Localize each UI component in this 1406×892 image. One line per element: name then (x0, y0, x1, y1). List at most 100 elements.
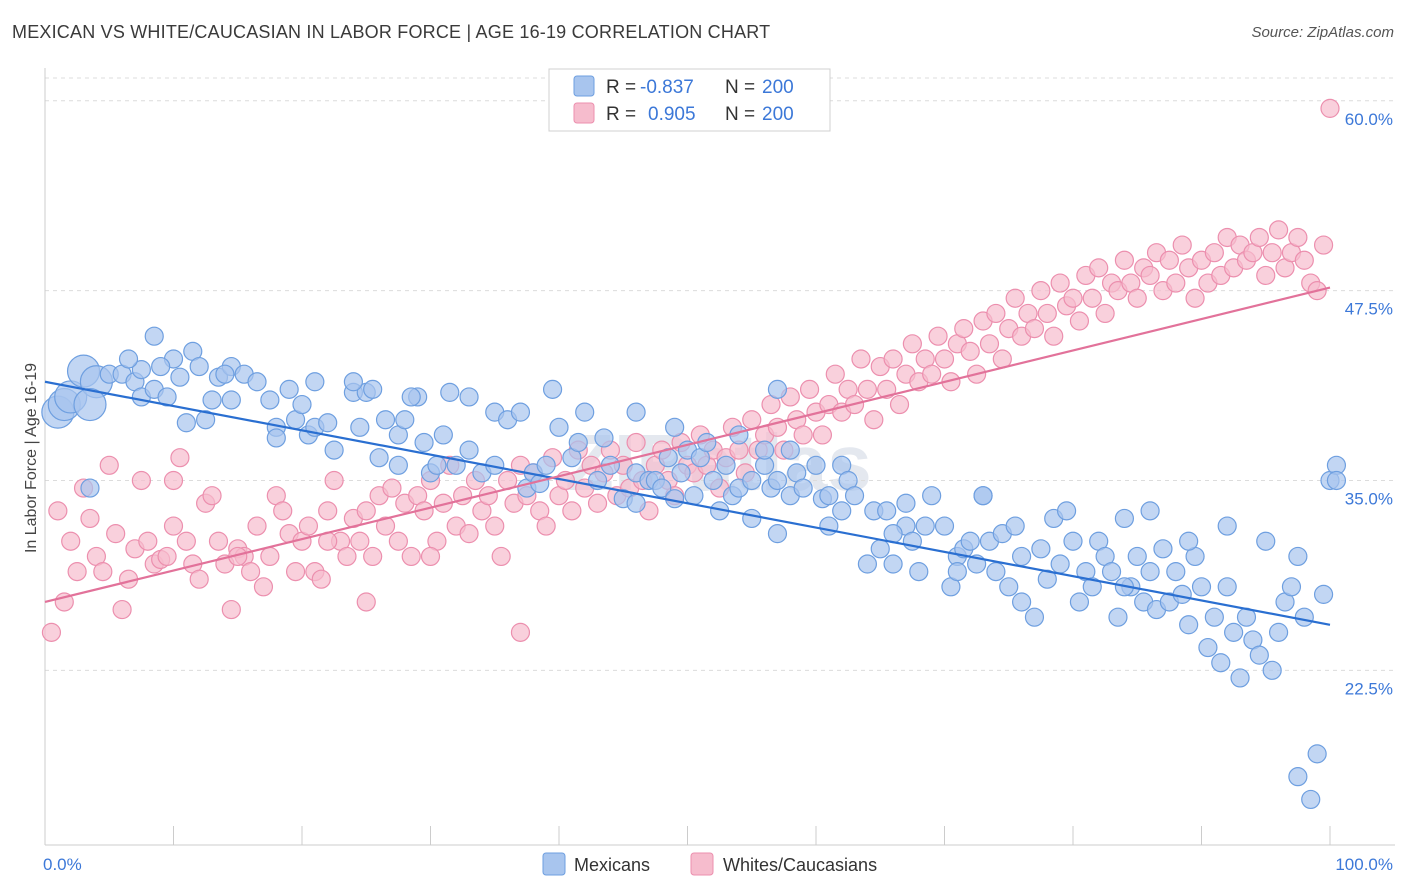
point-mexicans-182 (151, 356, 171, 377)
point-whites-138 (928, 326, 948, 346)
point-mexicans-132 (1082, 577, 1102, 597)
point-whites-153 (1024, 319, 1045, 339)
point-mexicans-135 (1101, 562, 1122, 582)
point-mexicans-79 (684, 486, 704, 506)
point-mexicans-150 (1198, 637, 1218, 658)
point-whites-54 (388, 531, 408, 551)
point-mexicans-171 (1326, 470, 1347, 491)
legend-r-label-1: R = (606, 77, 636, 98)
point-mexicans-129 (1063, 531, 1083, 551)
point-mexicans-167 (1307, 744, 1327, 764)
bottom-legend-label-mexicans: Mexicans (574, 855, 650, 875)
point-mexicans-146 (1172, 584, 1192, 604)
bottom-legend-swatch-mexicans (542, 852, 566, 876)
point-mexicans-43 (388, 455, 408, 475)
point-mexicans-200 (73, 387, 107, 422)
point-whites-169 (1127, 288, 1147, 308)
point-whites-128 (864, 410, 884, 430)
point-mexicans-108 (909, 562, 929, 582)
point-mexicans-143 (1153, 539, 1173, 559)
point-whites-10 (106, 524, 126, 544)
point-mexicans-166 (1301, 789, 1321, 810)
point-whites-200 (510, 622, 531, 642)
point-whites-190 (1262, 243, 1282, 263)
point-whites-131 (883, 349, 903, 369)
point-mexicans-91 (767, 470, 788, 491)
point-whites-56 (401, 546, 421, 567)
point-mexicans-192 (1288, 546, 1308, 567)
point-mexicans-183 (118, 349, 139, 369)
series-mexicans-points (41, 326, 1347, 810)
point-mexicans-191 (1217, 516, 1237, 536)
point-mexicans-41 (375, 410, 396, 430)
point-mexicans-14 (170, 367, 190, 387)
point-mexicans-153 (1217, 577, 1237, 597)
point-whites-118 (799, 379, 820, 399)
point-mexicans-74 (652, 478, 672, 498)
point-mexicans-39 (363, 379, 383, 399)
legend-r-label-2: R = (606, 104, 636, 125)
point-mexicans-34 (318, 413, 338, 433)
point-mexicans-139 (1127, 546, 1147, 567)
y-axis-label: In Labor Force | Age 16-19 (23, 363, 40, 553)
point-mexicans-193 (1179, 531, 1199, 551)
point-whites-25 (202, 486, 222, 506)
point-whites-69 (485, 516, 505, 536)
point-whites-205 (163, 470, 184, 491)
point-mexicans-103 (870, 539, 890, 559)
point-whites-43 (318, 501, 338, 521)
point-whites-81 (562, 501, 582, 521)
point-mexicans-81 (703, 470, 723, 491)
point-mexicans-185 (754, 440, 775, 460)
bottom-legend-swatch-whites (690, 852, 714, 876)
point-mexicans-121 (999, 577, 1019, 597)
point-whites-31 (241, 562, 261, 582)
point-whites-48 (350, 531, 370, 551)
point-mexicans-49 (433, 425, 453, 445)
point-mexicans-196 (947, 562, 967, 582)
point-mexicans-154 (1224, 622, 1244, 642)
point-mexicans-130 (1069, 592, 1090, 612)
point-mexicans-175 (626, 402, 646, 422)
point-mexicans-62 (549, 417, 569, 437)
point-mexicans-122 (1005, 516, 1025, 536)
point-mexicans-123 (1011, 546, 1032, 567)
legend-n-value-1: 200 (762, 77, 794, 98)
point-mexicans-52 (459, 440, 479, 460)
point-whites-127 (857, 379, 878, 399)
point-whites-14 (131, 470, 151, 491)
point-whites-38 (285, 562, 306, 582)
point-whites-23 (189, 569, 209, 589)
point-mexicans-111 (934, 516, 955, 536)
point-whites-139 (934, 349, 955, 369)
point-whites-52 (375, 516, 396, 536)
point-mexicans-155 (1230, 668, 1250, 688)
point-mexicans-195 (1011, 592, 1032, 612)
legend-r-value-2: 0.905 (648, 104, 696, 125)
point-mexicans-172 (767, 379, 788, 399)
point-whites-181 (1204, 243, 1224, 263)
legend-r-value-1: -0.837 (640, 77, 694, 98)
top-legend: R = -0.837 N = 200 R = 0.905 N = 200 (548, 68, 831, 132)
point-whites-109 (742, 410, 762, 430)
point-mexicans-27 (266, 428, 286, 448)
point-mexicans-12 (144, 326, 164, 346)
point-mexicans-4 (80, 478, 100, 498)
legend-n-label-1: N = (725, 77, 755, 98)
point-whites-122 (825, 364, 845, 384)
point-mexicans-160 (1262, 660, 1282, 680)
point-mexicans-151 (1204, 607, 1224, 627)
point-whites-164 (1095, 303, 1115, 324)
point-mexicans-164 (1288, 767, 1308, 787)
point-mexicans-19 (202, 390, 222, 410)
point-mexicans-158 (1249, 645, 1269, 665)
point-whites-1 (48, 501, 68, 521)
y-tick-label-3: 60.0% (1345, 110, 1393, 129)
point-mexicans-86 (742, 508, 762, 529)
point-whites-3 (61, 531, 81, 551)
point-mexicans-37 (350, 417, 370, 437)
source-label: Source: ZipAtlas.com (1251, 24, 1394, 41)
point-whites-19 (163, 516, 184, 536)
point-whites-142 (954, 319, 974, 339)
trend-line-mexicans (44, 380, 1331, 626)
